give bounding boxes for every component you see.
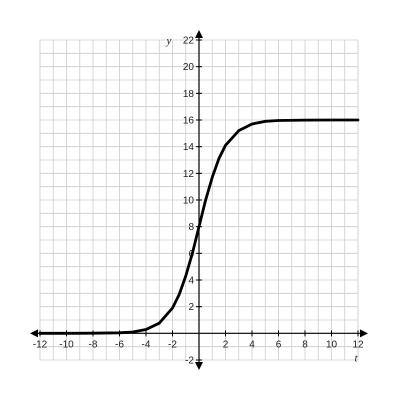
x-tick-label: -6 bbox=[115, 339, 124, 350]
y-axis-label: y bbox=[166, 35, 172, 47]
y-tick-label: 2 bbox=[188, 302, 194, 313]
x-tick-label: 4 bbox=[249, 339, 255, 350]
x-tick-label: -8 bbox=[89, 339, 98, 350]
x-tick-label: -2 bbox=[168, 339, 177, 350]
series-curve bbox=[38, 118, 360, 335]
x-tick-label: 8 bbox=[302, 339, 308, 350]
x-tick-label: -12 bbox=[33, 339, 48, 350]
tick-labels: -12 -10 -8 -6 -4 -2 2 4 6 8 10 12-22468101214161820… bbox=[33, 36, 364, 367]
y-tick-label: -2 bbox=[185, 356, 194, 367]
x-tick-label: -4 bbox=[142, 339, 151, 350]
x-axis-label: t bbox=[354, 352, 358, 364]
x-axis-arrow-right bbox=[360, 329, 368, 338]
y-tick-label: 12 bbox=[183, 169, 195, 180]
y-tick-label: 14 bbox=[183, 142, 195, 153]
axes bbox=[30, 30, 368, 370]
y-tick-label: 18 bbox=[183, 89, 195, 100]
y-axis-arrow-up bbox=[195, 30, 203, 38]
y-tick-label: 4 bbox=[188, 276, 194, 287]
x-tick-label: 12 bbox=[352, 339, 364, 350]
y-tick-label: 16 bbox=[183, 116, 195, 127]
x-tick-label: 10 bbox=[326, 339, 338, 350]
x-tick-label: 6 bbox=[276, 339, 282, 350]
y-tick-label: 8 bbox=[188, 222, 194, 233]
y-tick-label: 20 bbox=[183, 62, 195, 73]
series-layer bbox=[38, 118, 360, 335]
x-tick-label: 2 bbox=[223, 339, 229, 350]
y-tick-label: 10 bbox=[183, 196, 195, 207]
y-axis-arrow-down bbox=[195, 362, 203, 370]
x-axis-arrow-left bbox=[30, 329, 38, 338]
x-tick-label: -10 bbox=[59, 339, 74, 350]
y-tick-label: 22 bbox=[183, 36, 195, 47]
